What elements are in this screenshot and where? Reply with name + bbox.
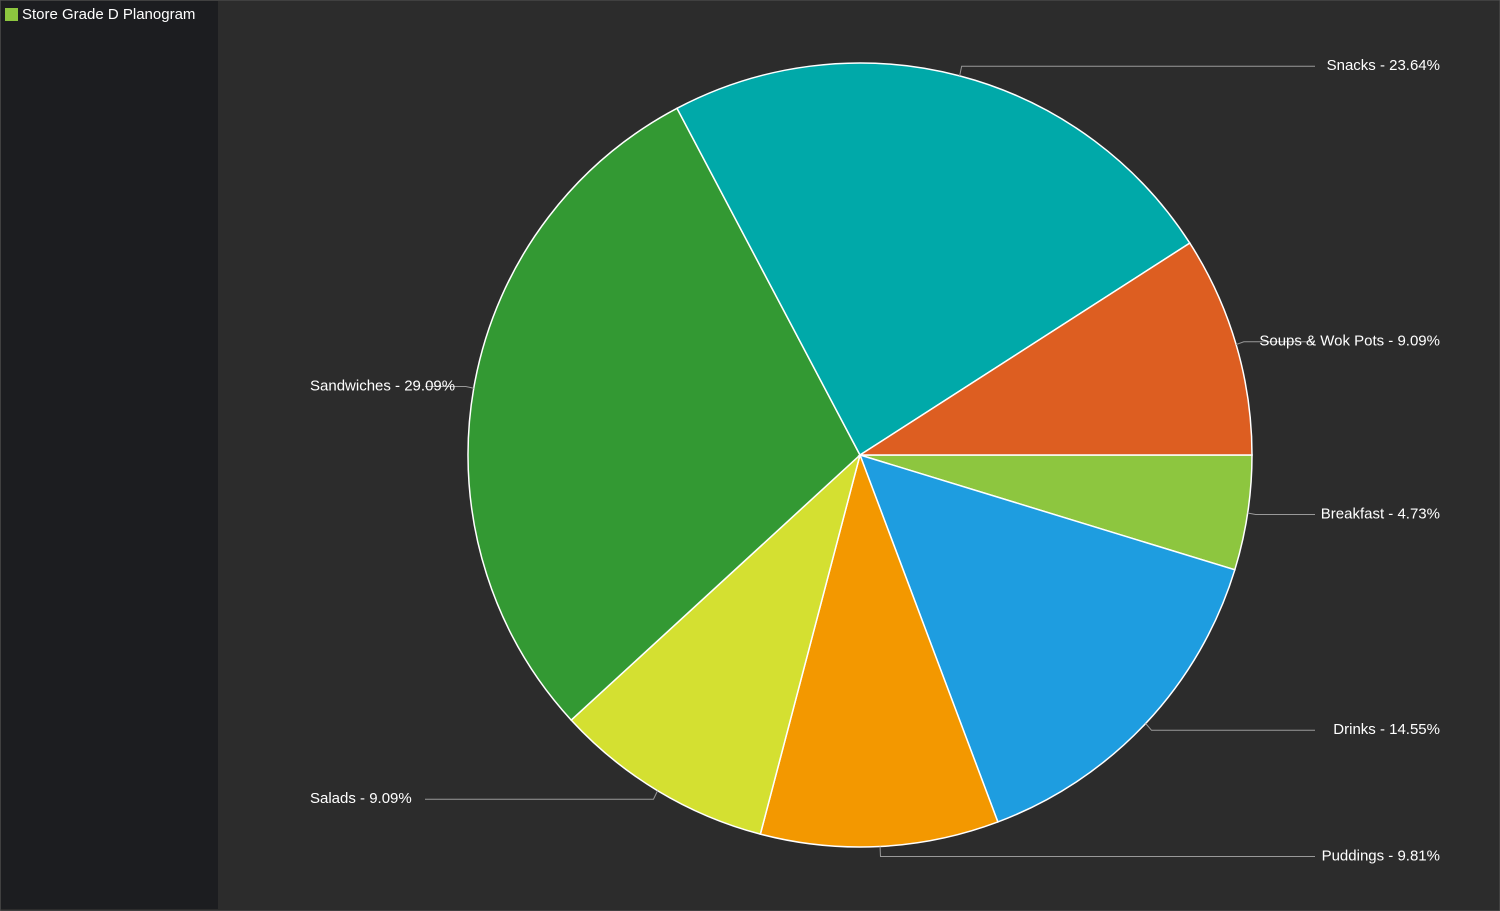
data-label: Soups & Wok Pots - 9.09% [1259,333,1440,350]
leader-line [879,846,1315,857]
leader-line [1235,341,1315,346]
pie-slice [857,242,1253,456]
leader-line [425,790,659,800]
pie-slice [467,107,861,722]
data-label: Breakfast - 4.73% [1321,505,1440,522]
leader-line [1145,723,1315,731]
leader-line [959,65,1315,76]
pie-slice [570,452,862,836]
pie-slice [675,62,1191,457]
data-label: Sandwiches - 29.09% [310,377,455,394]
data-label: Drinks - 14.55% [1333,721,1440,738]
leader-line [425,386,474,389]
leader-line [1247,512,1315,516]
data-label: Puddings - 9.81% [1322,847,1440,864]
data-label: Snacks - 23.64% [1327,57,1440,74]
pie-slice [759,452,999,848]
legend-swatch [5,8,18,21]
sidebar [1,1,218,909]
legend-label[interactable]: Store Grade D Planogram [22,6,195,23]
data-label: Salads - 9.09% [310,790,412,807]
